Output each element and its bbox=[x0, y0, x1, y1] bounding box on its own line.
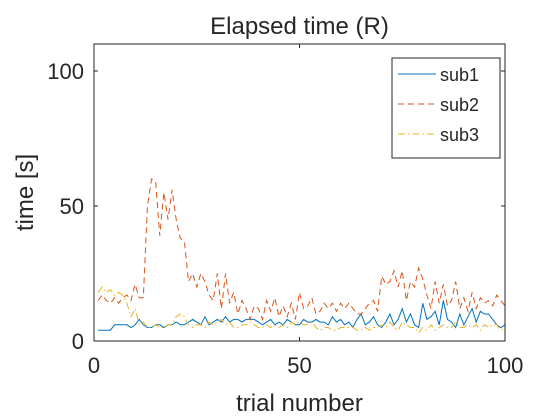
series-layer bbox=[97, 178, 506, 334]
x-tick-label: 50 bbox=[287, 353, 311, 378]
y-axis-ticks: 0 50 100 bbox=[47, 59, 505, 354]
legend-label-sub1: sub1 bbox=[440, 65, 479, 85]
series-line-sub3 bbox=[97, 286, 506, 334]
y-tick-label: 50 bbox=[60, 194, 84, 219]
y-tick-label: 0 bbox=[72, 329, 84, 354]
x-axis-ticks: 0 50 100 bbox=[88, 44, 523, 378]
legend-label-sub2: sub2 bbox=[440, 95, 479, 115]
x-axis-label: trial number bbox=[236, 390, 363, 417]
legend: sub1 sub2 sub3 bbox=[391, 57, 501, 159]
y-axis-label: time [s] bbox=[12, 154, 39, 231]
x-tick-label: 0 bbox=[88, 353, 100, 378]
chart-title: Elapsed time (R) bbox=[210, 13, 389, 40]
x-tick-label: 100 bbox=[487, 353, 524, 378]
series-line-sub2 bbox=[97, 178, 506, 322]
legend-label-sub3: sub3 bbox=[440, 125, 479, 145]
y-tick-label: 100 bbox=[47, 59, 84, 84]
legend-box bbox=[391, 57, 501, 159]
